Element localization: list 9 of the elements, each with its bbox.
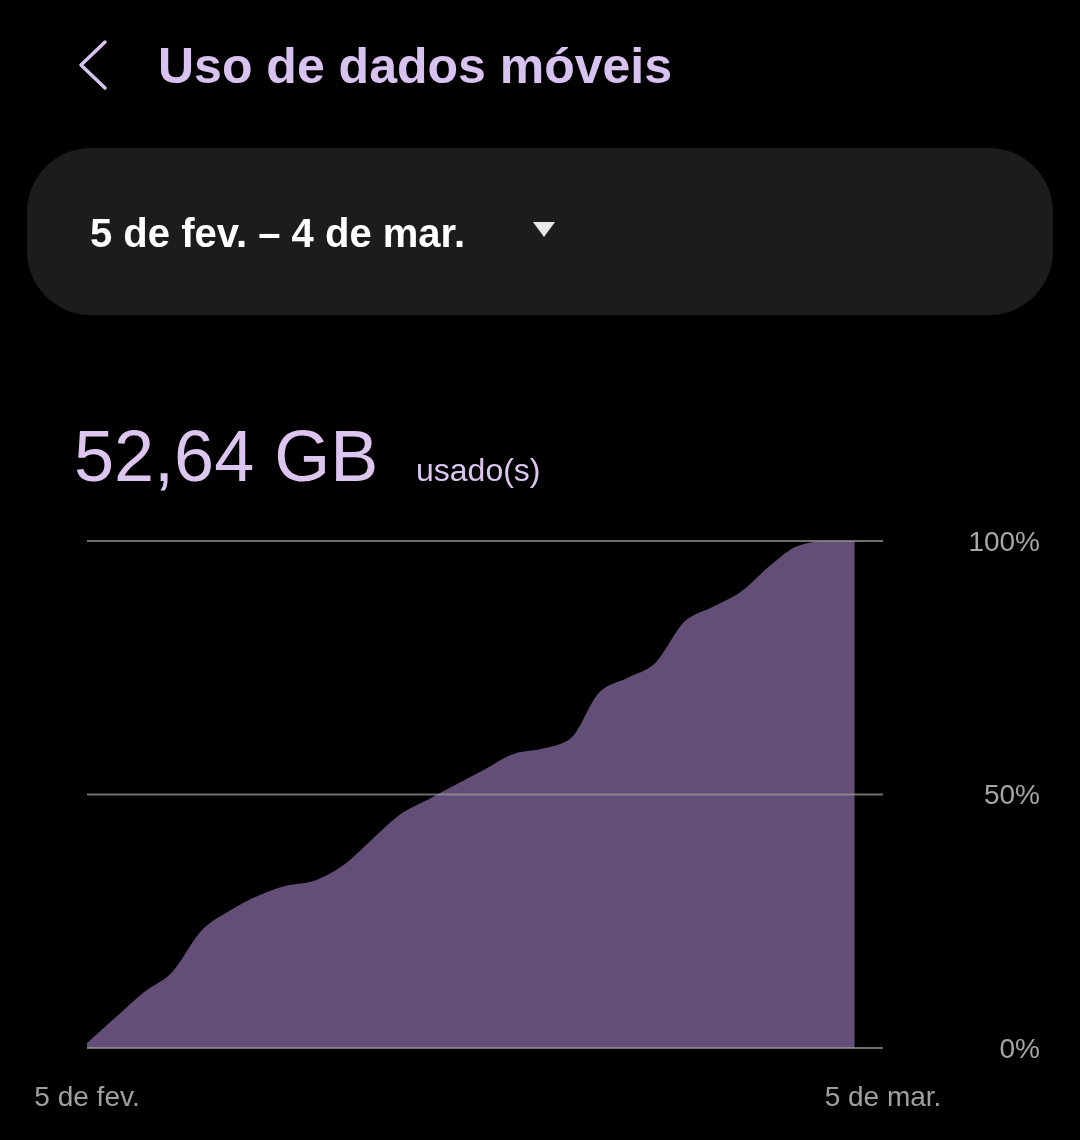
chart-title: Uso de dados móveis bbox=[158, 38, 673, 94]
text: usado(s) bbox=[416, 452, 541, 488]
y-tick-label: 100% bbox=[968, 525, 1040, 557]
y-tick-label: 0% bbox=[999, 1032, 1040, 1064]
x-tick-label: 5 de fev. bbox=[34, 1081, 140, 1112]
x-tick-label: 5 de mar. bbox=[824, 1081, 942, 1112]
chart-subtitle: 5 de fev. – 4 de mar. bbox=[90, 211, 466, 255]
text: 52,64 GB bbox=[74, 416, 379, 496]
y-tick-label: 50% bbox=[983, 779, 1040, 811]
